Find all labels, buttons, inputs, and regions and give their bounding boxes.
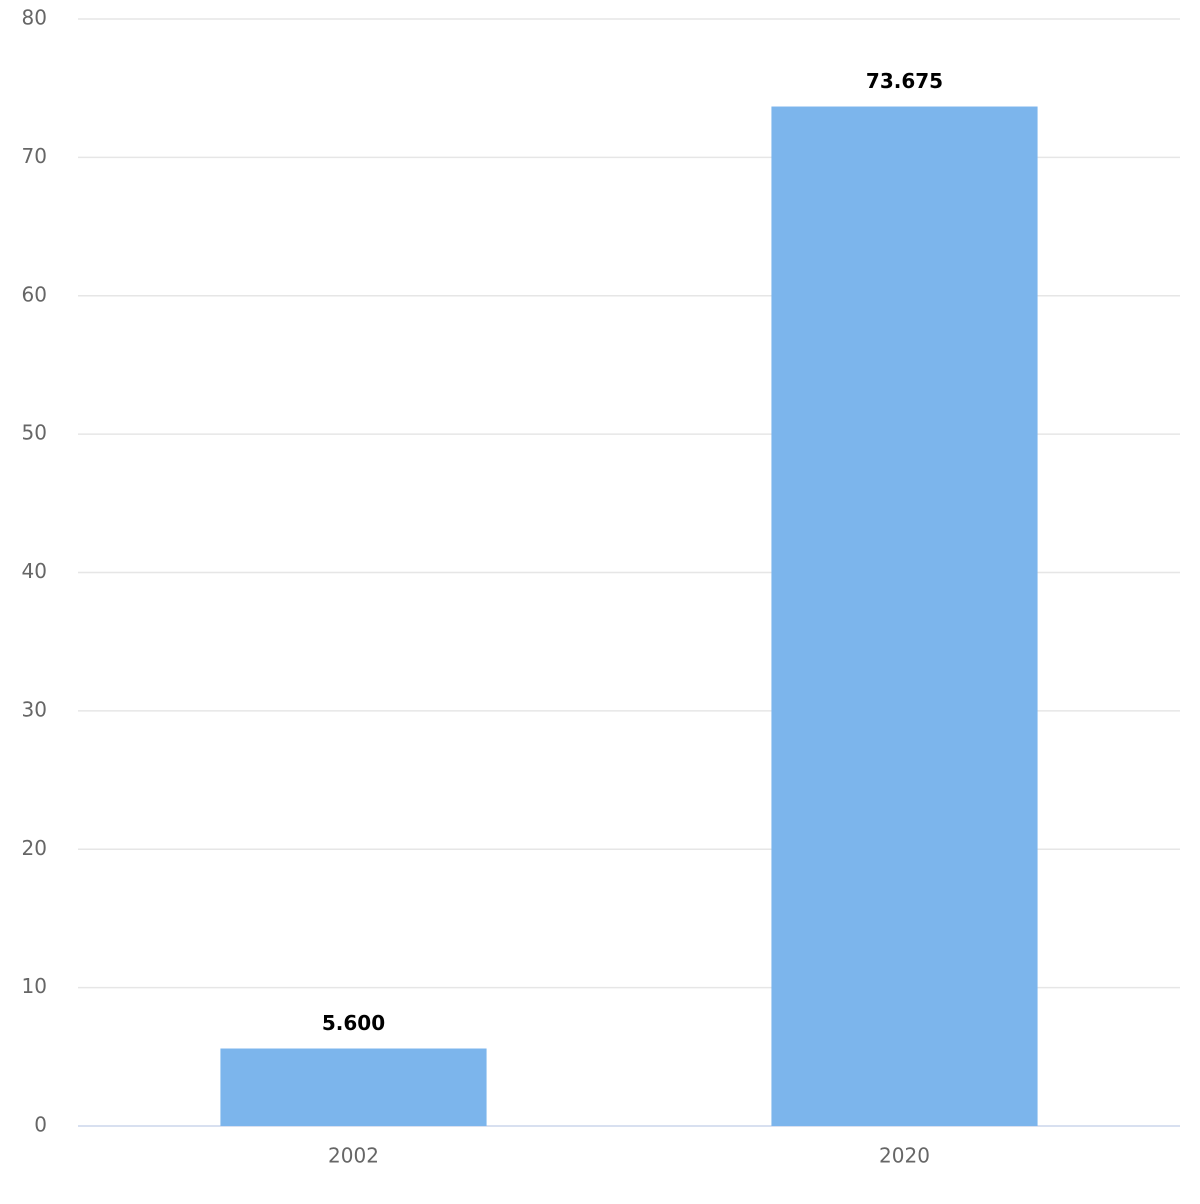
bar — [220, 1048, 487, 1126]
y-tick-label: 50 — [22, 421, 47, 445]
y-tick-label: 80 — [22, 6, 47, 30]
data-label: 5.600 — [322, 1011, 385, 1035]
y-tick-label: 40 — [22, 559, 47, 583]
x-tick-label: 2020 — [879, 1144, 930, 1168]
x-tick-label: 2002 — [328, 1144, 379, 1168]
data-label: 73.675 — [866, 69, 943, 93]
y-tick-label: 20 — [22, 836, 47, 860]
y-tick-label: 0 — [34, 1113, 47, 1137]
y-tick-label: 60 — [22, 282, 47, 306]
y-tick-label: 70 — [22, 144, 47, 168]
y-tick-label: 30 — [22, 697, 47, 721]
y-tick-label: 10 — [22, 974, 47, 998]
bar — [771, 106, 1038, 1126]
